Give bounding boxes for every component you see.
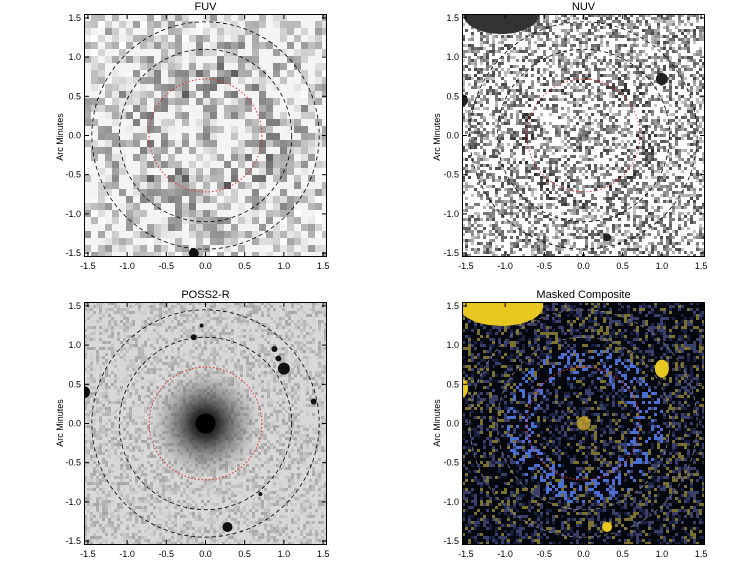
x-tick-label: -0.5 [159,549,175,559]
poss2r-panel [84,302,327,545]
yellow-blob [462,302,544,326]
y-tick-label: 0.5 [446,91,459,101]
x-tick-label: 0.0 [199,549,212,559]
y-tick-label: -1.5 [443,248,459,258]
x-tick-label: 0.5 [616,549,629,559]
x-tick-label: -1.5 [458,549,474,559]
x-tick-label: 1.5 [317,549,330,559]
inner-dashed-circle [118,48,293,223]
y-tick-label: 0.0 [446,419,459,429]
x-tick-label: 1.5 [695,261,708,271]
y-tick-label: 0.0 [68,131,81,141]
y-tick-label: -1.5 [443,536,459,546]
outer-dashed-circle [469,21,698,250]
x-tick-label: -1.0 [497,261,513,271]
x-tick-label: 0.0 [199,261,212,271]
y-tick-label: 0.0 [446,131,459,141]
y-tick-label: 0.0 [68,419,81,429]
x-tick-label: 1.0 [656,549,669,559]
y-tick-label: 0.5 [68,91,81,101]
y-tick-label: 1.0 [446,52,459,62]
x-tick-label: -0.5 [537,549,553,559]
outer-dashed-circle [91,21,320,250]
x-tick-label: -1.0 [497,549,513,559]
y-tick-label: 1.5 [446,301,459,311]
x-tick-label: 1.0 [278,549,291,559]
x-tick-label: -1.5 [458,261,474,271]
y-tick-label: 1.5 [68,13,81,23]
fuv-panel [84,14,327,257]
aperture-circle [148,78,263,193]
inner-dashed-circle [118,336,293,511]
x-tick-label: 0.5 [616,261,629,271]
outer-dashed-circle [469,309,698,538]
y-tick-label: 0.5 [68,379,81,389]
panel-title-fuv: FUV [194,1,217,13]
x-tick-label: 1.5 [317,261,330,271]
panel-title-nuv: NUV [571,1,596,13]
y-tick-label: 1.0 [68,340,81,350]
x-tick-label: -0.5 [159,261,175,271]
y-tick-label: -1.5 [65,248,81,258]
outer-dashed-circle [91,309,320,538]
x-tick-label: 0.0 [577,549,590,559]
y-tick-label: -1.0 [65,497,81,507]
panel-title-poss2r: POSS2-R [181,289,230,301]
aperture-circle [526,78,641,193]
x-tick-label: -0.5 [537,261,553,271]
y-tick-label: -0.5 [65,458,81,468]
y-tick-label: -1.0 [443,497,459,507]
y-tick-label: 0.5 [446,379,459,389]
y-tick-label: -0.5 [65,170,81,180]
x-tick-label: -1.0 [119,549,135,559]
x-tick-label: 1.0 [278,261,291,271]
aperture-circle [526,366,641,481]
y-tick-label: -1.0 [443,209,459,219]
x-tick-label: -1.5 [80,261,96,271]
nuv-panel [462,14,705,257]
x-tick-label: 1.5 [695,549,708,559]
x-tick-label: 0.0 [577,261,590,271]
aperture-circle [148,366,263,481]
y-tick-label: 1.5 [68,301,81,311]
x-tick-label: 1.0 [656,261,669,271]
bright-blob [463,14,540,34]
composite-panel [462,302,705,545]
y-tick-label: 1.5 [446,13,459,23]
y-tick-label: -1.5 [65,536,81,546]
y-tick-label: -0.5 [443,458,459,468]
x-tick-label: -1.0 [119,261,135,271]
y-tick-label: -1.0 [65,209,81,219]
inner-dashed-circle [496,336,671,511]
y-tick-label: 1.0 [68,52,81,62]
x-tick-label: -1.5 [80,549,96,559]
y-tick-label: 1.0 [446,340,459,350]
panel-title-composite: Masked Composite [536,289,631,301]
y-tick-label: -0.5 [443,170,459,180]
inner-dashed-circle [496,48,671,223]
x-tick-label: 0.5 [238,549,251,559]
x-tick-label: 0.5 [238,261,251,271]
